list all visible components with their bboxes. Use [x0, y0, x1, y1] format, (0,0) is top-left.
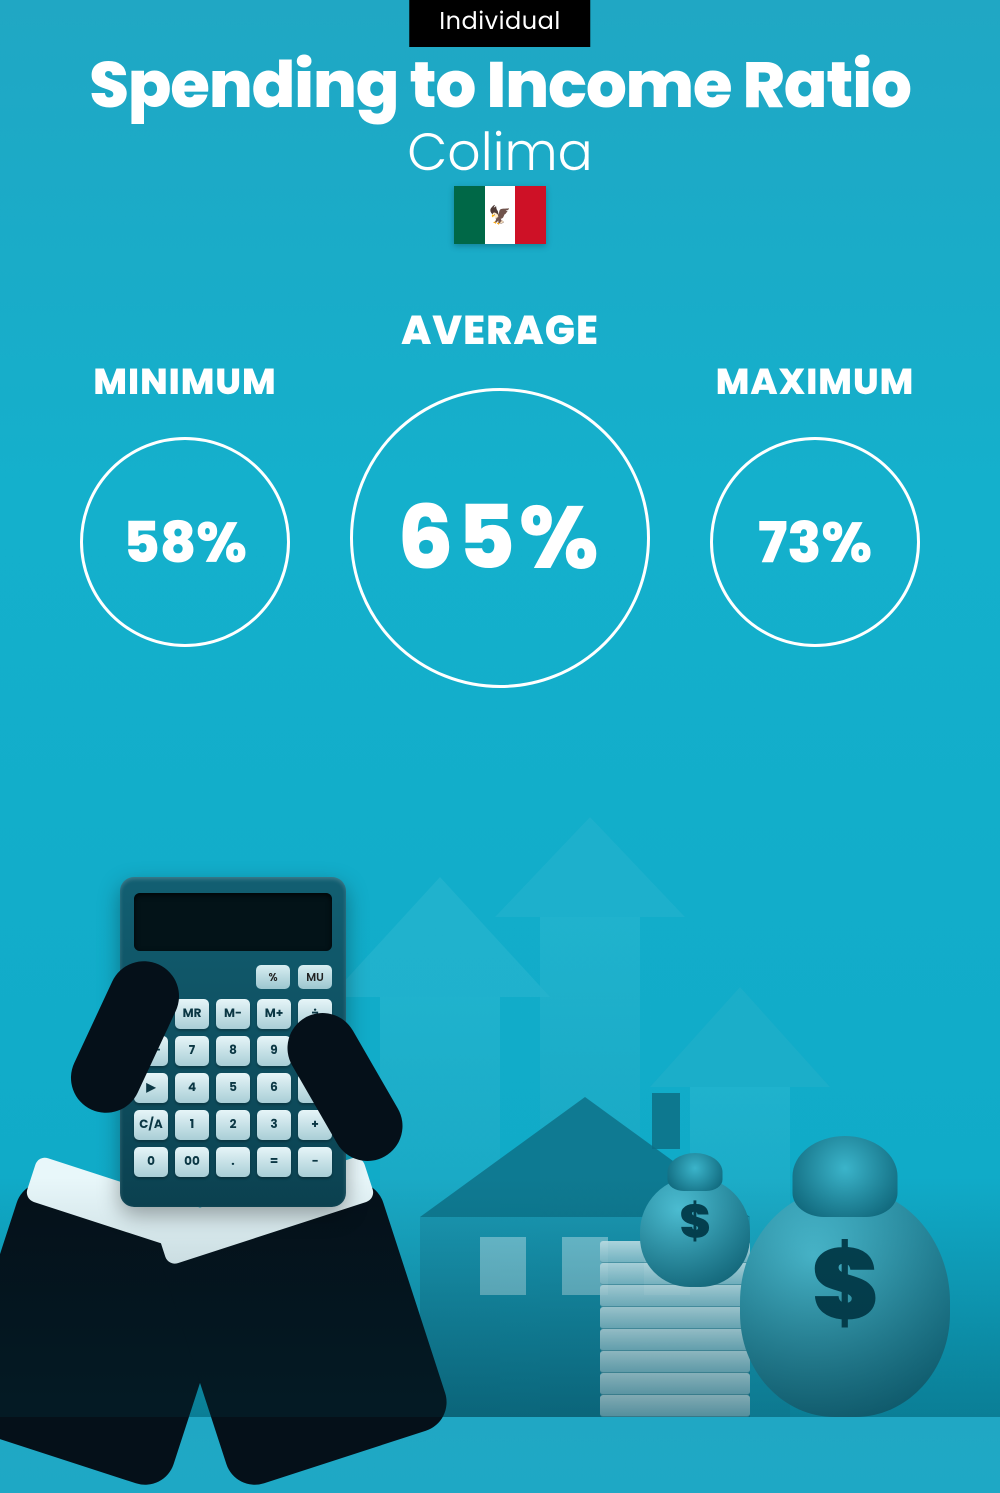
calc-key: 5 [216, 1073, 250, 1103]
calc-key: − [298, 1147, 332, 1177]
stat-average: AVERAGE 65% [350, 300, 650, 688]
calc-util-key: MU [298, 965, 332, 989]
calc-key: = [257, 1147, 291, 1177]
calc-key: 0 [134, 1147, 168, 1177]
stat-maximum: MAXIMUM 73% [710, 300, 920, 647]
calc-key: 6 [257, 1073, 291, 1103]
calc-key: 4 [175, 1073, 209, 1103]
stat-average-label: AVERAGE [401, 300, 599, 360]
flag-stripe-left [454, 186, 485, 244]
stat-average-value: 65% [350, 388, 650, 688]
calc-key: . [216, 1147, 250, 1177]
money-bag-small-icon: $ [640, 1177, 750, 1287]
calc-key: 2 [216, 1110, 250, 1140]
calc-key: MR [175, 999, 209, 1029]
calc-key: M+ [257, 999, 291, 1029]
money-bag-large-icon: $ [740, 1187, 950, 1417]
flag-stripe-right [515, 186, 546, 244]
flag-icon: 🦅 [454, 186, 546, 244]
calc-key: 8 [216, 1036, 250, 1066]
calc-key: M- [216, 999, 250, 1029]
stat-minimum: MINIMUM 58% [80, 300, 290, 647]
calc-key: 7 [175, 1036, 209, 1066]
flag-emblem-icon: 🦅 [489, 202, 511, 229]
calc-key: 3 [257, 1110, 291, 1140]
flag-stripe-mid: 🦅 [485, 186, 516, 244]
calculator-screen [134, 893, 332, 951]
hero-illustration: $ $ %MU MCMRM-M+÷+/-789×▶456−C/A123+000.… [0, 817, 1000, 1417]
hands-calculator-icon: %MU MCMRM-M+÷+/-789×▶456−C/A123+000.=− [0, 857, 460, 1417]
stat-minimum-value: 58% [80, 437, 290, 647]
stat-maximum-value: 73% [710, 437, 920, 647]
calc-key: 00 [175, 1147, 209, 1177]
calc-key: 9 [257, 1036, 291, 1066]
stat-maximum-label: MAXIMUM [716, 354, 914, 409]
calc-key: 1 [175, 1110, 209, 1140]
calc-util-key: % [256, 965, 290, 989]
calc-key: C/A [134, 1110, 168, 1140]
region-subtitle: Colima [0, 114, 1000, 192]
stats-row: MINIMUM 58% AVERAGE 65% MAXIMUM 73% [0, 300, 1000, 688]
stat-minimum-label: MINIMUM [93, 354, 276, 409]
